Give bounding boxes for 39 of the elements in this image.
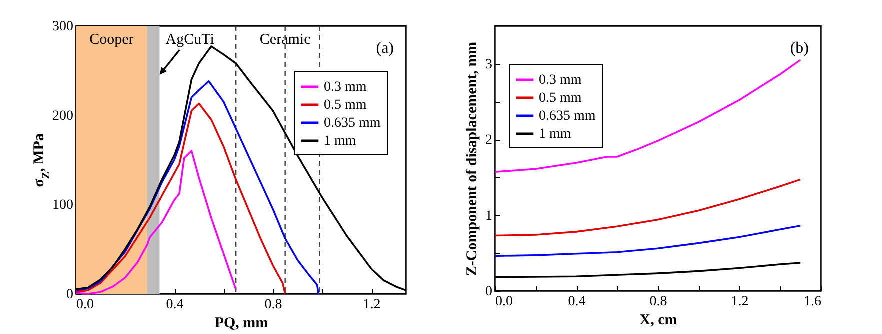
- band-label: Cooper: [90, 32, 134, 48]
- line-series: [494, 59, 802, 174]
- line-series: [494, 224, 802, 258]
- y-tick-label: 3: [486, 57, 492, 72]
- legend-label: 1 mm: [324, 134, 356, 149]
- legend-label: 0.5 mm: [324, 98, 367, 113]
- y-tick-label: 100: [52, 198, 74, 214]
- x-tick-label: 0.4: [568, 294, 586, 310]
- line-series: [75, 150, 237, 295]
- line-series: [75, 80, 320, 295]
- y-tick-label: 0: [66, 288, 74, 302]
- x-axis-title: PQ, mm: [214, 316, 269, 332]
- x-tick-label: 0.8: [264, 298, 282, 312]
- y-tick-label: 300: [52, 20, 74, 34]
- ref-line-label: Ceramic: [260, 32, 312, 48]
- x-tick-label: 1.2: [363, 298, 381, 312]
- legend-label: 0.635 mm: [324, 116, 381, 131]
- x-tick-label: 1.6: [804, 294, 822, 310]
- y-tick-label: 200: [52, 108, 74, 124]
- x-tick-label: 1.2: [731, 294, 749, 310]
- x-tick-label: 0.0: [496, 294, 513, 310]
- annotation: (a): [376, 40, 394, 57]
- y-tick-label: 1: [486, 208, 492, 224]
- annotation: (b): [790, 40, 809, 57]
- x-tick-label: 0.4: [166, 298, 184, 312]
- y-tick-label: 0: [486, 284, 492, 300]
- legend-label: 0.3 mm: [539, 73, 582, 88]
- line-series: [494, 178, 802, 237]
- legend-label: 0.3 mm: [324, 80, 367, 95]
- x-axis-title: X, cm: [640, 312, 678, 328]
- x-tick-label: 0.0: [76, 298, 94, 312]
- band-label: AgCuTi: [166, 32, 214, 48]
- line-series: [75, 102, 286, 295]
- x-tick-label: 0.8: [650, 294, 668, 310]
- y-axis-title: Z-Component of disaplacement, mm: [464, 41, 480, 276]
- legend-label: 0.635 mm: [539, 109, 596, 124]
- y-tick-label: 2: [486, 133, 492, 148]
- legend-label: 1 mm: [539, 127, 572, 142]
- legend-label: 0.5 mm: [539, 91, 582, 106]
